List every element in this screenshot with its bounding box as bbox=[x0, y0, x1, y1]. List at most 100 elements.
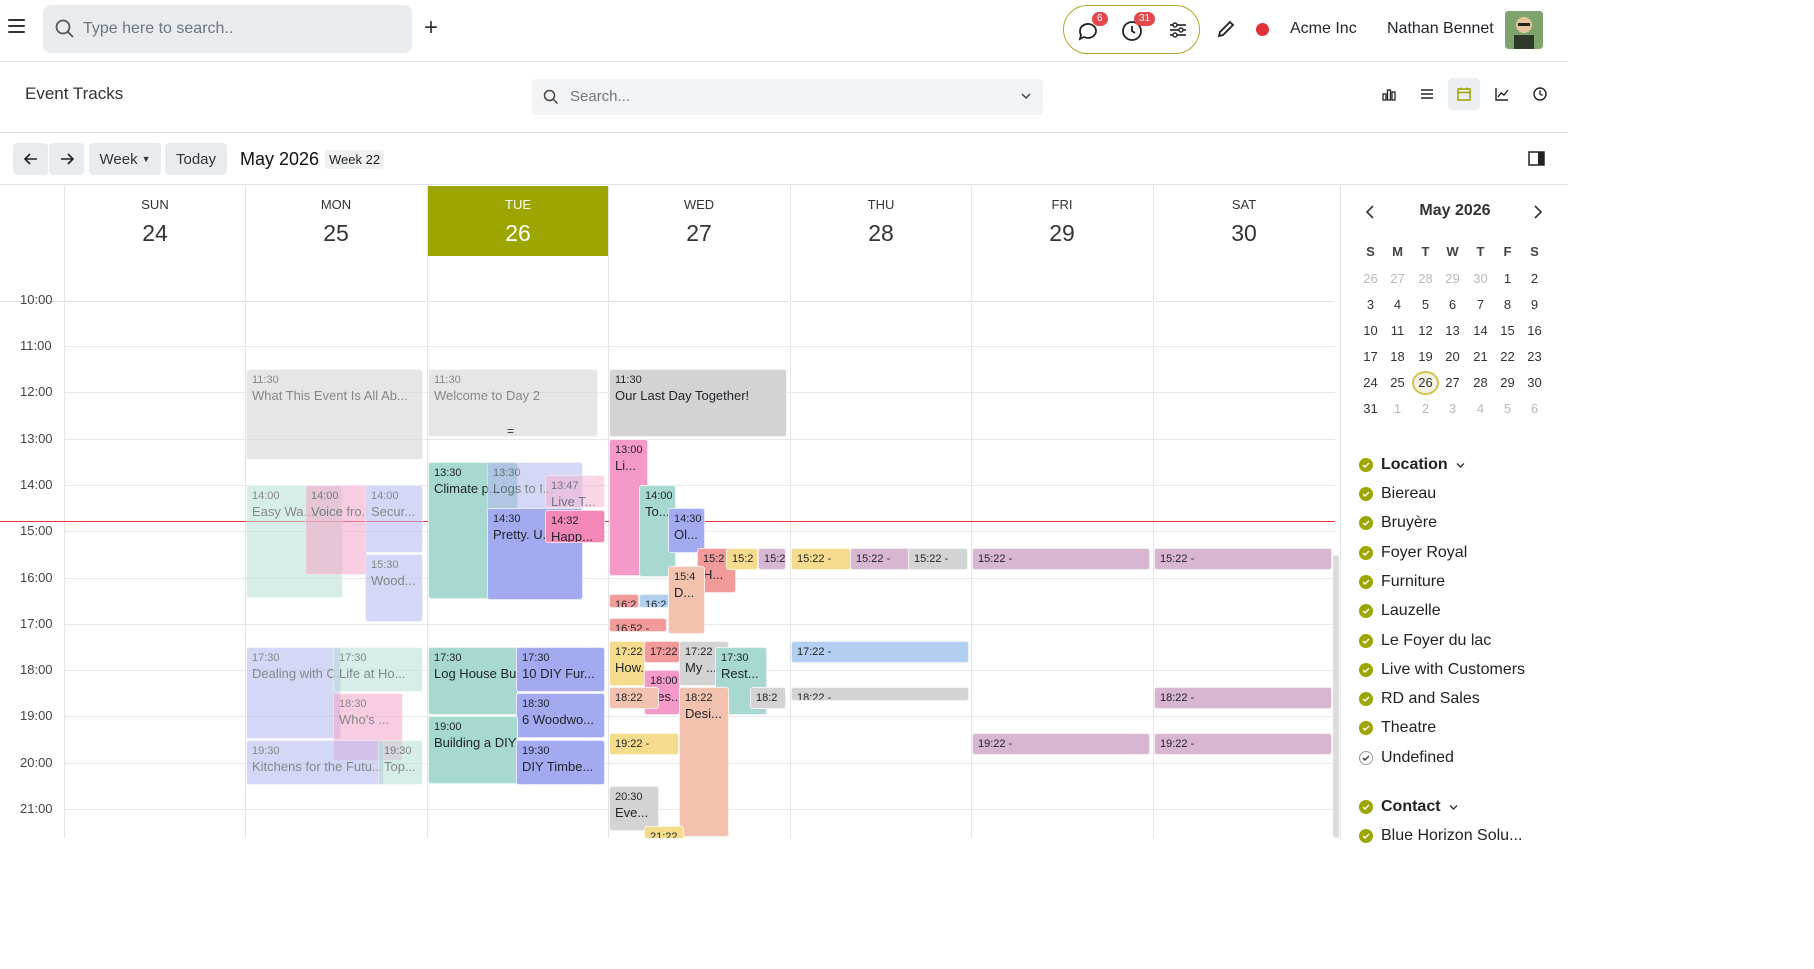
mini-calendar-day[interactable]: 9 bbox=[1530, 297, 1539, 312]
mini-calendar-day[interactable]: 2 bbox=[1421, 401, 1430, 416]
checkbox-icon[interactable] bbox=[1359, 800, 1373, 814]
mini-calendar-day[interactable]: 5 bbox=[1421, 297, 1430, 312]
calendar-event[interactable]: 18:30 6 Woodwo... bbox=[516, 693, 605, 739]
mini-calendar-day[interactable]: 6 bbox=[1448, 297, 1457, 312]
filter-item-location[interactable]: Furniture bbox=[1359, 573, 1445, 591]
calendar-event[interactable]: 16:2 bbox=[639, 594, 669, 609]
calendar-event[interactable]: 14:30 Ol... bbox=[668, 508, 705, 554]
activity-view-button[interactable] bbox=[1524, 78, 1556, 110]
mini-calendar-day[interactable]: 28 bbox=[1418, 271, 1433, 286]
filter-item-location[interactable]: RD and Sales bbox=[1359, 690, 1480, 708]
filter-item-location[interactable]: Lauzelle bbox=[1359, 602, 1441, 620]
scrollbar[interactable] bbox=[1333, 555, 1339, 838]
calendar-event[interactable]: 17:30 Dealing with C... bbox=[246, 646, 341, 739]
checkbox-icon[interactable] bbox=[1359, 516, 1373, 531]
mini-calendar-day[interactable]: 16 bbox=[1527, 323, 1542, 338]
checkbox-icon[interactable] bbox=[1359, 574, 1373, 589]
all-day-cell[interactable] bbox=[245, 256, 426, 302]
calendar-event[interactable]: 19:00 Building a DIY... bbox=[428, 716, 518, 785]
mini-calendar-day[interactable]: 12 bbox=[1418, 323, 1433, 338]
all-day-cell[interactable] bbox=[790, 256, 971, 302]
day-header-thu[interactable]: THU 28 bbox=[790, 186, 971, 256]
calendar-event[interactable]: 15:22 - bbox=[972, 548, 1150, 571]
mini-calendar-day[interactable]: 30 bbox=[1473, 271, 1488, 286]
calendar-event[interactable]: 16:52 - bbox=[609, 617, 667, 632]
mini-calendar-day[interactable]: 27 bbox=[1390, 271, 1405, 286]
calendar-event[interactable]: 14:32 Happ... bbox=[545, 509, 605, 543]
calendar-event[interactable]: 18:22 - bbox=[1154, 687, 1332, 710]
checkbox-icon[interactable] bbox=[1359, 662, 1373, 677]
status-dot[interactable] bbox=[1256, 23, 1269, 36]
previous-button[interactable] bbox=[13, 143, 48, 175]
day-header-mon[interactable]: MON 25 bbox=[245, 186, 426, 256]
mini-calendar-day[interactable]: 2 bbox=[1530, 271, 1539, 286]
mini-calendar-day[interactable]: 19 bbox=[1418, 349, 1433, 364]
mini-calendar-day[interactable]: 24 bbox=[1363, 375, 1378, 390]
chevron-down-icon[interactable] bbox=[1021, 92, 1031, 100]
calendar-event[interactable]: 19:30 Top... bbox=[378, 739, 423, 785]
calendar-event[interactable]: 13:47 Live T... bbox=[545, 474, 605, 508]
mini-calendar-day[interactable]: 6 bbox=[1530, 401, 1539, 416]
chevron-down-icon[interactable] bbox=[1449, 798, 1458, 816]
calendar-event[interactable]: 18:22 bbox=[609, 687, 659, 710]
filter-item-location[interactable]: Theatre bbox=[1359, 719, 1436, 737]
mini-calendar-day[interactable]: 4 bbox=[1393, 297, 1402, 312]
calendar-event[interactable]: 17:30 Life at Ho... bbox=[333, 646, 423, 692]
mini-calendar-day[interactable]: 31 bbox=[1363, 401, 1378, 416]
day-header-tue[interactable]: TUE 26 bbox=[427, 186, 608, 256]
filter-section-contact[interactable]: Contact bbox=[1359, 798, 1458, 816]
mini-calendar-day[interactable]: 29 bbox=[1445, 271, 1460, 286]
clock-icon[interactable] bbox=[1120, 19, 1144, 43]
mini-calendar-day[interactable]: 15 bbox=[1500, 323, 1515, 338]
calendar-event[interactable]: 20:30 Eve... bbox=[609, 785, 659, 831]
calendar-event[interactable]: 18:2 bbox=[750, 687, 786, 710]
calendar-event[interactable]: 15:22 - bbox=[791, 548, 851, 571]
checkbox-icon[interactable] bbox=[1359, 458, 1373, 472]
calendar-event[interactable]: 15:22 - bbox=[908, 548, 968, 571]
graph-view-button[interactable] bbox=[1373, 78, 1405, 110]
all-day-cell[interactable] bbox=[1153, 256, 1334, 302]
filter-item-location[interactable]: Undefined bbox=[1359, 749, 1454, 767]
mini-calendar-day[interactable]: 26 bbox=[1363, 271, 1378, 286]
mini-calendar-day[interactable]: 27 bbox=[1445, 375, 1460, 390]
avatar[interactable] bbox=[1505, 11, 1543, 49]
chevron-right-icon[interactable] bbox=[1533, 205, 1543, 219]
filter-item-location[interactable]: Live with Customers bbox=[1359, 661, 1525, 679]
mini-calendar-day[interactable]: 1 bbox=[1393, 401, 1402, 416]
mini-calendar-day[interactable]: 22 bbox=[1500, 349, 1515, 364]
calendar-event[interactable]: 18:22 Desi... bbox=[679, 687, 729, 838]
all-day-cell[interactable] bbox=[608, 256, 789, 302]
calendar-event[interactable]: 21:22 bbox=[644, 825, 684, 838]
calendar-event[interactable]: 19:22 - bbox=[972, 733, 1150, 756]
mini-calendar-day[interactable]: 23 bbox=[1527, 349, 1542, 364]
calendar-event[interactable]: 15:22 - bbox=[1154, 548, 1332, 571]
pivot-view-button[interactable] bbox=[1486, 78, 1518, 110]
mini-calendar-day[interactable]: 4 bbox=[1476, 401, 1485, 416]
calendar-event[interactable]: 19:22 - bbox=[1154, 733, 1332, 756]
global-search-input[interactable]: Type here to search.. bbox=[43, 5, 412, 53]
mini-calendar-day[interactable]: 14 bbox=[1473, 323, 1488, 338]
day-header-fri[interactable]: FRI 29 bbox=[971, 186, 1152, 256]
scale-dropdown[interactable]: Week ▼ bbox=[89, 143, 161, 175]
all-day-cell[interactable] bbox=[971, 256, 1152, 302]
filter-item-location[interactable]: Foyer Royal bbox=[1359, 544, 1467, 562]
control-search-input[interactable]: Search... bbox=[532, 79, 1043, 115]
calendar-event[interactable]: 11:30 What This Event Is All Ab... bbox=[246, 369, 423, 461]
menu-icon[interactable] bbox=[8, 19, 25, 33]
checkbox-icon[interactable] bbox=[1359, 829, 1373, 843]
filter-item-contact[interactable]: Blue Horizon Solu... bbox=[1359, 827, 1522, 845]
mini-calendar-day[interactable]: 13 bbox=[1445, 323, 1460, 338]
mini-calendar-day[interactable]: 11 bbox=[1390, 323, 1405, 338]
today-button[interactable]: Today bbox=[165, 143, 227, 175]
checkbox-icon[interactable] bbox=[1359, 750, 1373, 765]
calendar-event[interactable]: 16:2 bbox=[609, 594, 639, 609]
mini-calendar-day[interactable]: 26 bbox=[1412, 371, 1439, 395]
checkbox-icon[interactable] bbox=[1359, 721, 1373, 736]
mini-calendar-day[interactable]: 10 bbox=[1363, 323, 1378, 338]
day-header-wed[interactable]: WED 27 bbox=[608, 186, 789, 256]
mini-calendar-day[interactable]: 29 bbox=[1500, 375, 1515, 390]
chevron-down-icon[interactable] bbox=[1456, 456, 1465, 474]
calendar-event[interactable]: 19:30 Kitchens for the Futu... bbox=[246, 739, 384, 785]
calendar-event[interactable]: 14:00 Voice fro... bbox=[305, 484, 367, 575]
filter-item-location[interactable]: Bruyère bbox=[1359, 514, 1437, 532]
